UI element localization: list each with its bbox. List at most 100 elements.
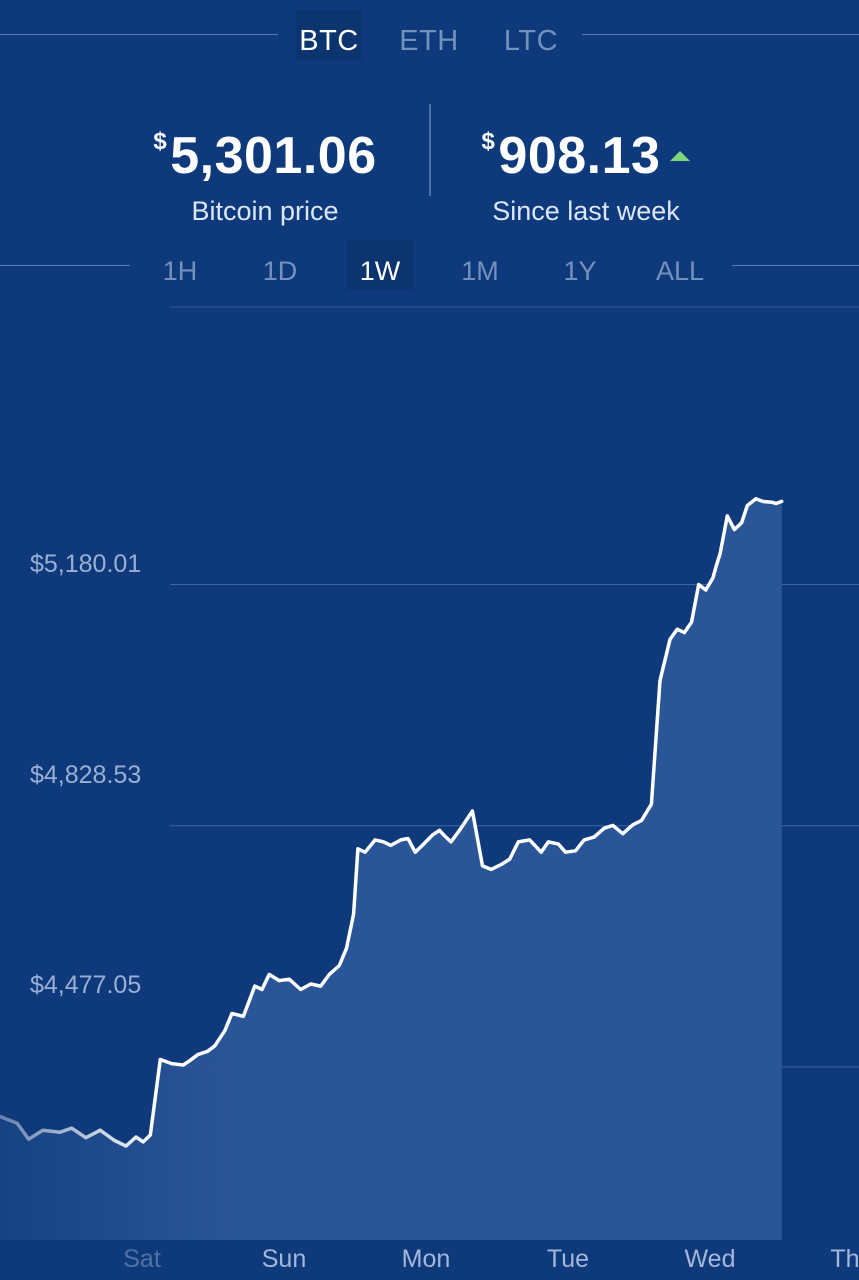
coin-tabs-divider-left (0, 34, 278, 35)
price-point (659, 679, 661, 681)
x-axis-label: Wed (684, 1245, 736, 1273)
range-all[interactable]: ALL (655, 256, 705, 286)
y-axis-label: $5,180.01 (30, 550, 142, 578)
price-point (42, 1129, 44, 1131)
range-tabs-divider-right (732, 265, 859, 266)
price-point (603, 827, 605, 829)
price-point (698, 583, 700, 585)
price-point (261, 988, 263, 990)
price-point (719, 553, 721, 555)
price-point (775, 502, 777, 504)
price-point (328, 973, 330, 975)
price-point (421, 844, 423, 846)
x-axis-label: Th (830, 1245, 859, 1273)
range-1d[interactable]: 1D (262, 256, 298, 286)
y-axis-label: $4,828.53 (30, 761, 142, 789)
price-change-value: 908.13 (498, 127, 661, 185)
bitcoin-price-value: 5,301.06 (170, 127, 377, 185)
price-point (338, 964, 340, 966)
price-point (288, 978, 290, 980)
range-1m[interactable]: 1M (461, 256, 499, 286)
price-point (345, 947, 347, 949)
price-point (564, 851, 566, 853)
price-change-label: Since last week (492, 196, 680, 226)
price-point (740, 522, 742, 524)
price-point (443, 834, 445, 836)
price-point (254, 985, 256, 987)
price-point (490, 868, 492, 870)
price-point (310, 983, 312, 985)
price-point (640, 819, 642, 821)
price-point (85, 1137, 87, 1139)
x-axis-label: Sun (261, 1245, 307, 1273)
price-point (278, 979, 280, 981)
price-point (509, 858, 511, 860)
price-point (414, 851, 416, 853)
price-point (196, 1054, 198, 1056)
price-point (242, 1015, 244, 1017)
price-point (669, 638, 671, 640)
range-tabs-divider-left (0, 265, 130, 266)
price-point (574, 850, 576, 852)
range-1w[interactable]: 1W (347, 240, 413, 290)
price-point (182, 1064, 184, 1066)
price-point (125, 1145, 127, 1147)
price-point (583, 839, 585, 841)
price-point (438, 829, 440, 831)
price-point (712, 577, 714, 579)
price-point (593, 836, 595, 838)
tab-ltc[interactable]: LTC (503, 25, 559, 57)
price-point (683, 631, 685, 633)
price-point (300, 988, 302, 990)
price-point (214, 1045, 216, 1047)
price-point (142, 1141, 144, 1143)
price-point (547, 841, 549, 843)
price-point (383, 841, 385, 843)
price-point (268, 973, 270, 975)
price-area-fill (0, 498, 782, 1240)
price-point (726, 515, 728, 517)
price-point (400, 839, 402, 841)
price-point (460, 827, 462, 829)
tab-btc[interactable]: BTC (296, 10, 362, 60)
price-point (481, 865, 483, 867)
range-1y[interactable]: 1Y (563, 256, 597, 286)
y-axis-label: $4,477.05 (30, 971, 142, 999)
price-point (159, 1058, 161, 1060)
range-1h[interactable]: 1H (162, 256, 198, 286)
bitcoin-price: $5,301.06 (110, 105, 420, 193)
price-point (676, 628, 678, 630)
price-chart[interactable] (0, 300, 859, 1280)
price-point (529, 839, 531, 841)
price-point (189, 1059, 191, 1061)
price-point (431, 834, 433, 836)
price-point (352, 913, 354, 915)
price-point (715, 566, 717, 568)
price-point (320, 985, 322, 987)
price-point (224, 1030, 226, 1032)
price-point (390, 844, 392, 846)
price-point (206, 1050, 208, 1052)
x-axis-label: Mon (401, 1245, 451, 1273)
price-point (364, 851, 366, 853)
price-point (781, 500, 783, 502)
price-point (771, 501, 773, 503)
currency-symbol: $ (153, 128, 168, 155)
price-point (407, 837, 409, 839)
price-point (622, 833, 624, 835)
tab-eth[interactable]: ETH (399, 25, 459, 57)
price-point (557, 843, 559, 845)
arrow-up-icon (670, 151, 691, 161)
price-point (690, 621, 692, 623)
price-point (500, 863, 502, 865)
price-point (762, 500, 764, 502)
price-point (540, 851, 542, 853)
price-point (632, 824, 634, 826)
x-axis-label: Sat (123, 1245, 161, 1273)
price-point (517, 841, 519, 843)
summary-separator (429, 104, 431, 196)
price-change: $908.13 (436, 105, 736, 193)
price-point (374, 839, 376, 841)
price-point (99, 1129, 101, 1131)
